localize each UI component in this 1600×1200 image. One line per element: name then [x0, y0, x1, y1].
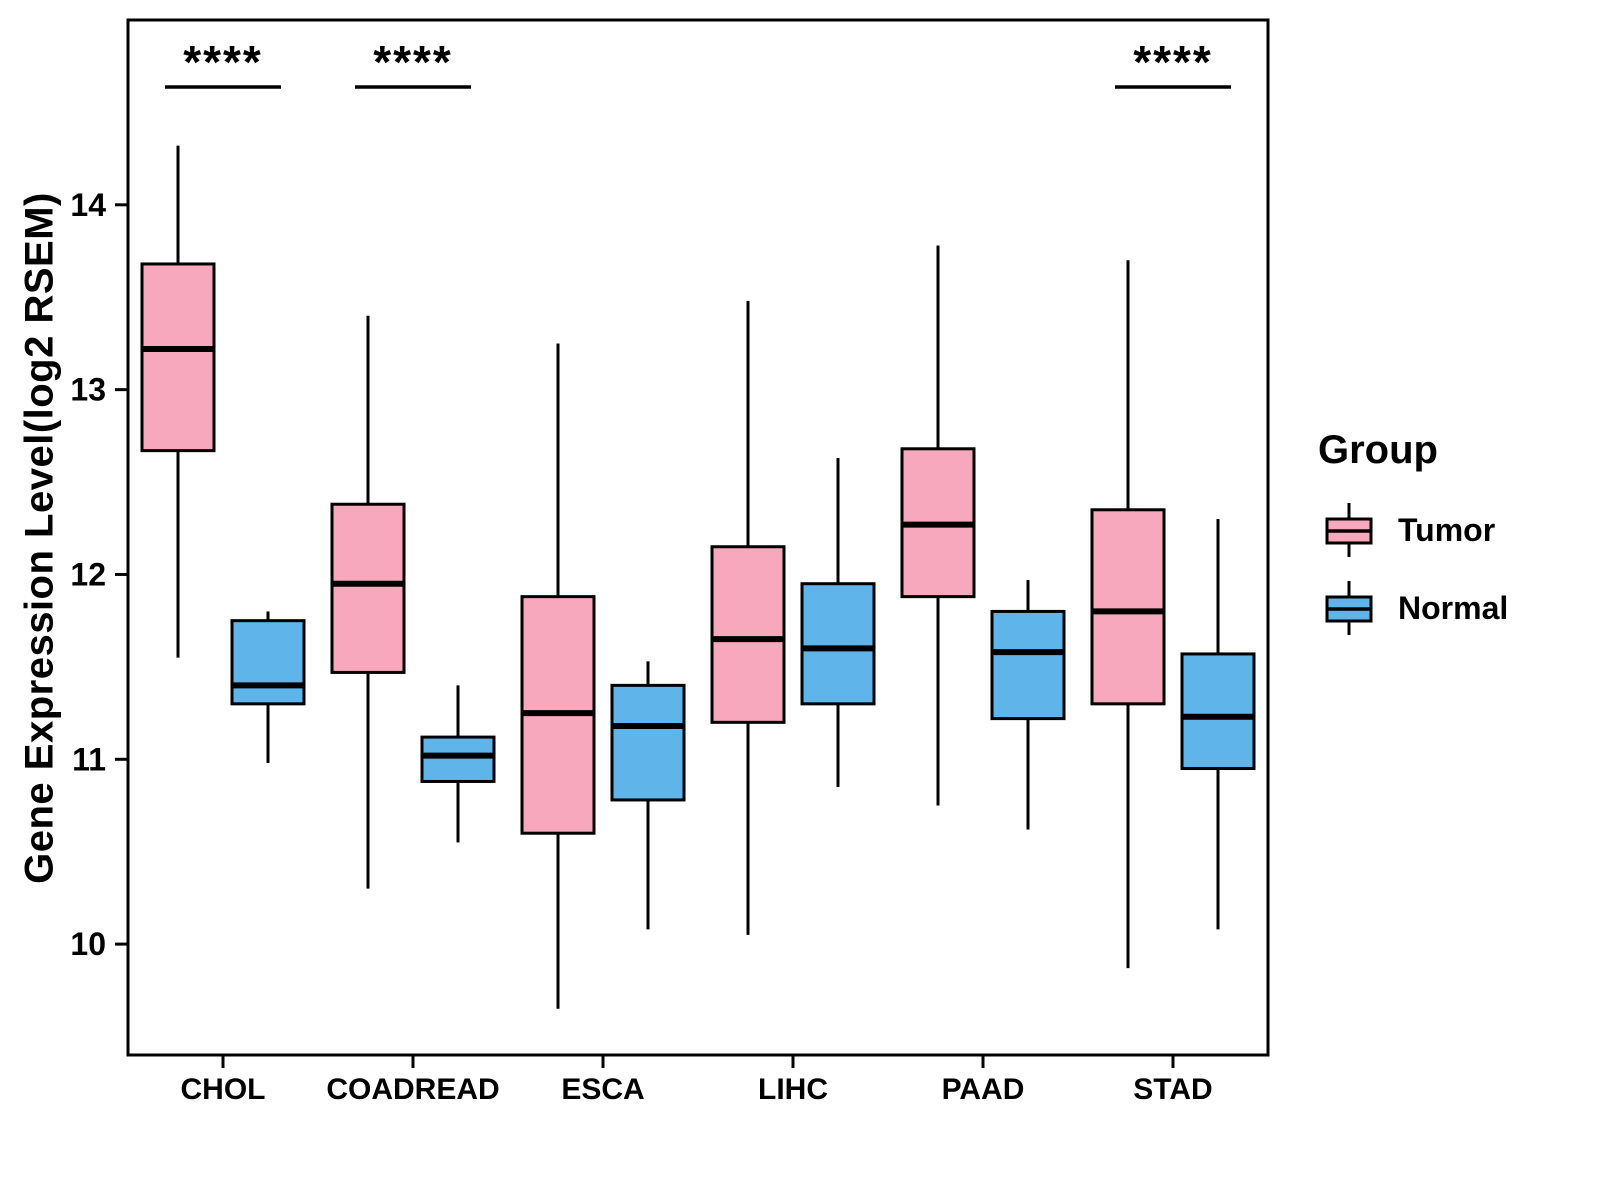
panel-border	[126, 18, 1270, 1057]
legend-label-normal: Normal	[1398, 589, 1509, 626]
box-tumor-lihc	[710, 300, 786, 935]
box-normal-coadread	[420, 685, 496, 843]
box-normal-paad	[990, 580, 1066, 830]
normal-boxplot-key-icon	[1325, 581, 1373, 635]
y-tick-label: 13	[70, 372, 106, 408]
significance-stars: ****	[373, 36, 453, 88]
box-normal-lihc	[800, 458, 876, 788]
box-tumor-esca	[520, 343, 596, 1009]
legend-label-tumor: Tumor	[1398, 511, 1496, 548]
box-tumor-coadread	[330, 315, 406, 889]
x-tick-label: ESCA	[561, 1073, 644, 1106]
tumor-boxplot-key-icon	[1325, 503, 1373, 557]
x-tick-label: PAAD	[942, 1073, 1025, 1106]
y-axis-title: Gene Expression Level(log2 RSEM)	[17, 192, 62, 884]
box-normal-esca	[610, 661, 686, 930]
legend: Group Tumor Normal	[1318, 428, 1508, 655]
y-tick-label: 11	[72, 741, 106, 777]
box-tumor-stad	[1090, 260, 1166, 969]
y-tick-label: 10	[70, 926, 106, 962]
x-tick-label: CHOL	[181, 1073, 266, 1106]
x-tick-label: COADREAD	[326, 1073, 499, 1106]
significance-stars: ****	[1133, 36, 1213, 88]
legend-title: Group	[1318, 428, 1438, 472]
box-normal-chol	[230, 611, 306, 763]
y-tick-label: 14	[70, 187, 106, 223]
x-tick-label: LIHC	[758, 1073, 828, 1106]
box-tumor-chol	[140, 145, 216, 658]
legend-item-tumor: Tumor	[1318, 499, 1508, 561]
box-normal-stad	[1180, 519, 1256, 930]
x-tick-label: STAD	[1133, 1073, 1212, 1106]
y-tick-label: 12	[70, 556, 106, 592]
legend-item-normal: Normal	[1318, 577, 1508, 639]
box-tumor-paad	[900, 245, 976, 806]
significance-stars: ****	[183, 36, 263, 88]
